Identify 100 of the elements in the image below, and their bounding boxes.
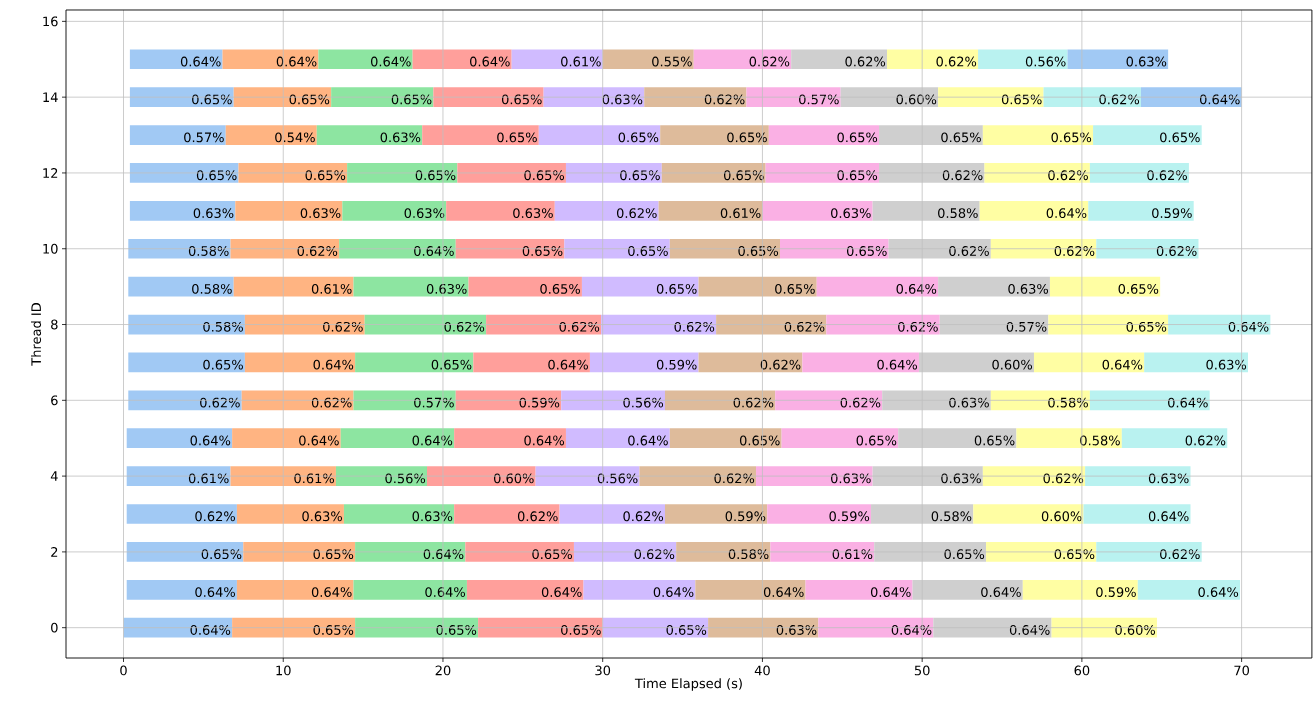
y-tick-label: 6 [51,395,58,406]
annotation: 0.62% [949,246,989,256]
annotation: 0.62% [616,208,657,219]
bar [767,504,872,524]
bar [602,617,709,638]
annotation: 0.65% [532,549,573,560]
annotation: 0.64% [370,56,411,67]
annotation: 0.62% [444,321,485,332]
bar [581,276,699,297]
annotation: 0.61% [294,473,335,484]
annotation: 0.62% [200,397,240,408]
bar [1137,579,1241,600]
annotation: 0.58% [192,283,232,294]
annotation: 0.62% [623,511,664,522]
annotation: 0.63% [412,511,453,522]
annotation: 0.64% [541,587,582,597]
annotation: 0.65% [497,132,537,143]
bar [802,352,919,373]
annotation: 0.65% [618,132,659,143]
annotation: 0.65% [436,625,477,635]
bar [698,276,817,297]
bar [693,49,792,70]
annotation: 0.62% [1156,246,1197,256]
annotation: 0.62% [845,56,886,67]
annotation: 0.60% [1041,511,1082,522]
annotation: 0.63% [1148,473,1189,484]
annotation: 0.63% [602,94,643,105]
bar [468,276,582,297]
bar [1089,390,1210,411]
annotation: 0.65% [196,170,237,181]
annotation: 0.64% [870,587,911,597]
annotation: 0.64% [763,587,804,597]
annotation: 0.57% [414,397,454,408]
annotation: 0.64% [414,246,454,256]
bar [561,390,665,411]
bar [589,352,699,373]
annotation: 0.65% [738,246,779,256]
annotation: 0.65% [289,94,330,105]
bar [658,200,763,221]
annotation: 0.65% [666,625,707,635]
annotation: 0.64% [1228,321,1269,332]
bar [912,579,1023,600]
bar [1121,428,1228,449]
bar [918,352,1034,373]
annotation: 0.64% [1046,208,1087,219]
bar [339,238,456,259]
annotation: 0.58% [1080,435,1120,446]
bar [708,617,819,638]
annotation: 0.65% [1001,94,1042,105]
annotation: 0.65% [305,170,346,181]
annotation: 0.64% [423,549,464,560]
annotation: 0.64% [628,435,668,446]
bar [938,276,1050,297]
bar [780,238,889,259]
annotation: 0.60% [896,94,937,105]
bar [1067,49,1169,70]
annotation: 0.65% [501,94,542,105]
bar [768,125,880,145]
bar [872,200,980,221]
annotation: 0.63% [1008,283,1049,294]
annotation: 0.62% [704,94,745,105]
bar [129,49,223,70]
bar [887,49,979,70]
bar [982,125,1094,145]
annotation: 0.64% [299,435,339,446]
annotation: 0.64% [653,587,694,597]
annotation: 0.65% [1160,132,1200,143]
annotation: 0.63% [404,208,445,219]
bar [343,504,455,524]
annotation: 0.60% [992,359,1033,370]
bar [888,238,991,259]
bar [455,238,565,259]
bar [511,49,603,70]
annotation: 0.59% [519,397,560,408]
annotation: 0.61% [188,473,229,484]
y-tick-label: 12 [43,168,58,178]
annotation: 0.61% [720,208,761,219]
bar [422,125,539,145]
annotation: 0.65% [974,435,1015,446]
bar [660,125,769,145]
bar [816,276,939,297]
annotation: 0.65% [561,625,601,635]
bar [879,125,983,145]
bar [644,87,747,108]
bar [129,125,226,145]
annotation: 0.65% [201,549,242,560]
bar [973,504,1084,524]
annotation: 0.61% [311,283,352,294]
bar [664,390,776,411]
annotation: 0.63% [193,208,234,219]
bar [818,617,934,638]
bar [1144,352,1249,373]
annotation: 0.65% [1126,321,1167,332]
annotation: 0.64% [190,435,231,446]
bar [331,87,434,108]
annotation: 0.65% [1051,132,1092,143]
bar [129,200,236,221]
annotation: 0.63% [302,511,343,522]
bar [933,617,1052,638]
x-tick-label: 50 [914,665,930,676]
